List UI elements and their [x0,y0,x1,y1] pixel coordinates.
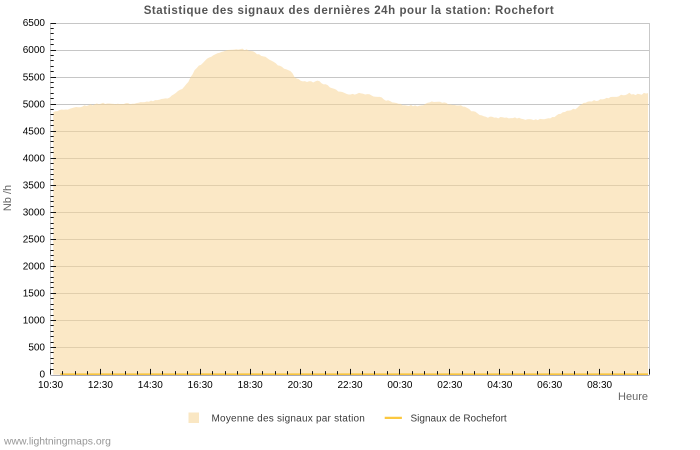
svg-text:22:30: 22:30 [337,380,362,391]
svg-text:06:30: 06:30 [537,380,562,391]
svg-text:Nb /h: Nb /h [2,185,14,211]
svg-text:2000: 2000 [23,262,46,273]
svg-text:08:30: 08:30 [587,380,612,391]
svg-text:0: 0 [39,370,45,381]
svg-text:10:30: 10:30 [38,380,63,391]
svg-text:1500: 1500 [23,289,46,300]
svg-text:5000: 5000 [23,99,46,110]
svg-text:Statistique des signaux des de: Statistique des signaux des dernières 24… [144,5,555,17]
svg-text:Heure: Heure [618,391,648,403]
svg-text:5500: 5500 [23,72,46,83]
svg-text:Signaux de Rochefort: Signaux de Rochefort [411,414,507,425]
svg-text:6500: 6500 [23,18,46,29]
svg-text:16:30: 16:30 [188,380,213,391]
svg-text:4000: 4000 [23,153,46,164]
svg-text:14:30: 14:30 [138,380,163,391]
svg-text:2500: 2500 [23,235,46,246]
svg-text:12:30: 12:30 [88,380,113,391]
svg-text:04:30: 04:30 [487,380,512,391]
svg-text:1000: 1000 [23,316,46,327]
svg-text:6000: 6000 [23,45,46,56]
svg-text:18:30: 18:30 [238,380,263,391]
svg-text:02:30: 02:30 [437,380,462,391]
svg-text:500: 500 [28,343,45,354]
svg-text:Moyenne des signaux par statio: Moyenne des signaux par station [212,414,366,425]
svg-text:4500: 4500 [23,126,46,137]
svg-text:00:30: 00:30 [387,380,412,391]
svg-text:3000: 3000 [23,208,46,219]
svg-text:www.lightningmaps.org: www.lightningmaps.org [3,437,111,448]
svg-text:20:30: 20:30 [288,380,313,391]
svg-text:3500: 3500 [23,180,46,191]
